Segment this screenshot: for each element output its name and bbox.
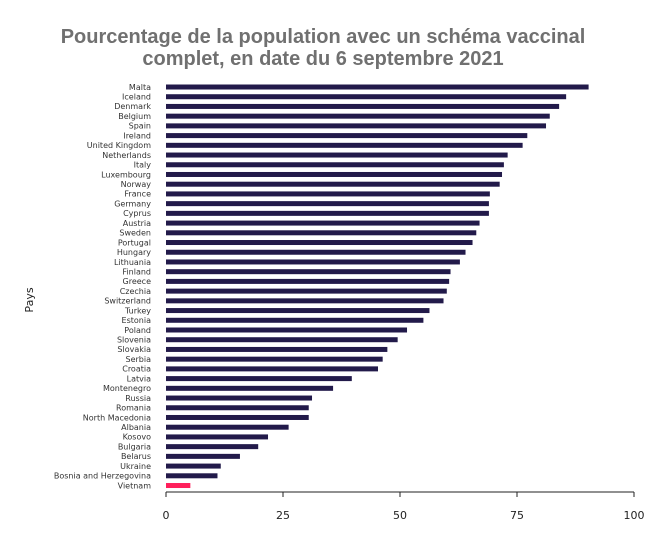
- bar-poland: [166, 327, 408, 333]
- bar-serbia: [166, 356, 383, 362]
- category-label-bosnia-and-herzegovina: Bosnia and Herzegovina: [54, 472, 151, 481]
- category-label-norway: Norway: [121, 180, 152, 189]
- bar-kosovo: [166, 434, 269, 440]
- bar-latvia: [166, 376, 352, 382]
- bar-hungary: [166, 249, 466, 255]
- bar-lithuania: [166, 259, 460, 265]
- bar-turkey: [166, 308, 430, 314]
- bar-croatia: [166, 366, 378, 372]
- bars-layer: [166, 84, 589, 489]
- bar-vietnam: [166, 483, 191, 489]
- bar-romania: [166, 405, 309, 411]
- category-label-united-kingdom: United Kingdom: [87, 141, 151, 150]
- category-label-belarus: Belarus: [121, 452, 151, 461]
- category-label-iceland: Iceland: [122, 93, 151, 102]
- bar-norway: [166, 181, 500, 187]
- category-label-estonia: Estonia: [122, 316, 152, 325]
- bar-ireland: [166, 133, 528, 139]
- category-label-spain: Spain: [129, 122, 151, 131]
- bar-slovakia: [166, 346, 388, 352]
- bar-north-macedonia: [166, 414, 309, 420]
- bar-switzerland: [166, 298, 444, 304]
- category-label-sweden: Sweden: [119, 229, 151, 238]
- bar-ukraine: [166, 463, 221, 469]
- category-label-poland: Poland: [124, 326, 151, 335]
- category-label-montenegro: Montenegro: [103, 384, 151, 393]
- category-label-ireland: Ireland: [123, 131, 151, 140]
- bar-iceland: [166, 94, 567, 100]
- bar-estonia: [166, 317, 424, 323]
- bar-bosnia-and-herzegovina: [166, 473, 218, 479]
- category-label-germany: Germany: [114, 199, 151, 208]
- category-label-luxembourg: Luxembourg: [101, 170, 151, 179]
- bar-sweden: [166, 230, 477, 236]
- category-label-slovakia: Slovakia: [117, 345, 151, 354]
- x-axis: 0 25 50 75 100: [163, 491, 645, 522]
- bar-cyprus: [166, 210, 489, 216]
- bar-belarus: [166, 453, 240, 459]
- bar-denmark: [166, 103, 560, 109]
- category-label-denmark: Denmark: [114, 102, 151, 111]
- bar-greece: [166, 278, 450, 284]
- bar-luxembourg: [166, 171, 503, 177]
- category-label-italy: Italy: [134, 161, 152, 170]
- bar-netherlands: [166, 152, 508, 158]
- bar-portugal: [166, 240, 473, 246]
- category-label-slovenia: Slovenia: [117, 336, 151, 345]
- category-label-latvia: Latvia: [127, 374, 151, 383]
- category-label-kosovo: Kosovo: [123, 433, 152, 442]
- category-label-belgium: Belgium: [118, 112, 151, 121]
- bar-slovenia: [166, 337, 398, 343]
- category-label-bulgaria: Bulgaria: [118, 442, 151, 451]
- category-label-vietnam: Vietnam: [118, 481, 152, 490]
- bar-czechia: [166, 288, 447, 294]
- category-label-austria: Austria: [123, 219, 151, 228]
- category-label-north-macedonia: North Macedonia: [83, 413, 151, 422]
- category-label-croatia: Croatia: [122, 365, 151, 374]
- bar-albania: [166, 424, 289, 430]
- bar-montenegro: [166, 385, 334, 391]
- x-tick-label-25: 25: [276, 509, 290, 522]
- category-label-lithuania: Lithuania: [114, 258, 151, 267]
- x-tick-label-50: 50: [393, 509, 407, 522]
- bar-russia: [166, 395, 313, 401]
- category-label-hungary: Hungary: [117, 248, 151, 257]
- bar-austria: [166, 220, 480, 226]
- category-label-albania: Albania: [121, 423, 151, 432]
- bar-finland: [166, 269, 451, 275]
- bar-bulgaria: [166, 444, 259, 450]
- category-label-france: France: [124, 190, 151, 199]
- bar-spain: [166, 123, 547, 129]
- bar-malta: [166, 84, 589, 90]
- category-label-switzerland: Switzerland: [104, 297, 151, 306]
- category-label-portugal: Portugal: [118, 238, 151, 247]
- x-tick-label-100: 100: [624, 509, 645, 522]
- x-tick-label-0: 0: [163, 509, 170, 522]
- bar-germany: [166, 201, 489, 207]
- x-tick-label-75: 75: [510, 509, 524, 522]
- category-label-netherlands: Netherlands: [102, 151, 151, 160]
- bar-united-kingdom: [166, 142, 523, 148]
- category-label-ukraine: Ukraine: [120, 462, 151, 471]
- category-label-romania: Romania: [116, 404, 151, 413]
- category-label-malta: Malta: [129, 83, 151, 92]
- chart-title: Pourcentage de la population avec un sch…: [0, 26, 646, 70]
- category-label-turkey: Turkey: [124, 306, 151, 315]
- y-axis-label: Pays: [23, 287, 36, 312]
- bar-france: [166, 191, 490, 197]
- bar-belgium: [166, 113, 550, 119]
- category-label-serbia: Serbia: [126, 355, 152, 364]
- bar-italy: [166, 162, 504, 168]
- category-label-czechia: Czechia: [120, 287, 151, 296]
- chart-title-line-1: Pourcentage de la population avec un sch…: [60, 26, 586, 48]
- category-label-finland: Finland: [122, 267, 151, 276]
- category-label-russia: Russia: [125, 394, 151, 403]
- category-label-greece: Greece: [123, 277, 152, 286]
- category-labels: MaltaIcelandDenmarkBelgiumSpainIrelandUn…: [54, 83, 151, 491]
- chart-title-line-2: complet, en date du 6 septembre 2021: [142, 48, 504, 70]
- category-label-cyprus: Cyprus: [123, 209, 151, 218]
